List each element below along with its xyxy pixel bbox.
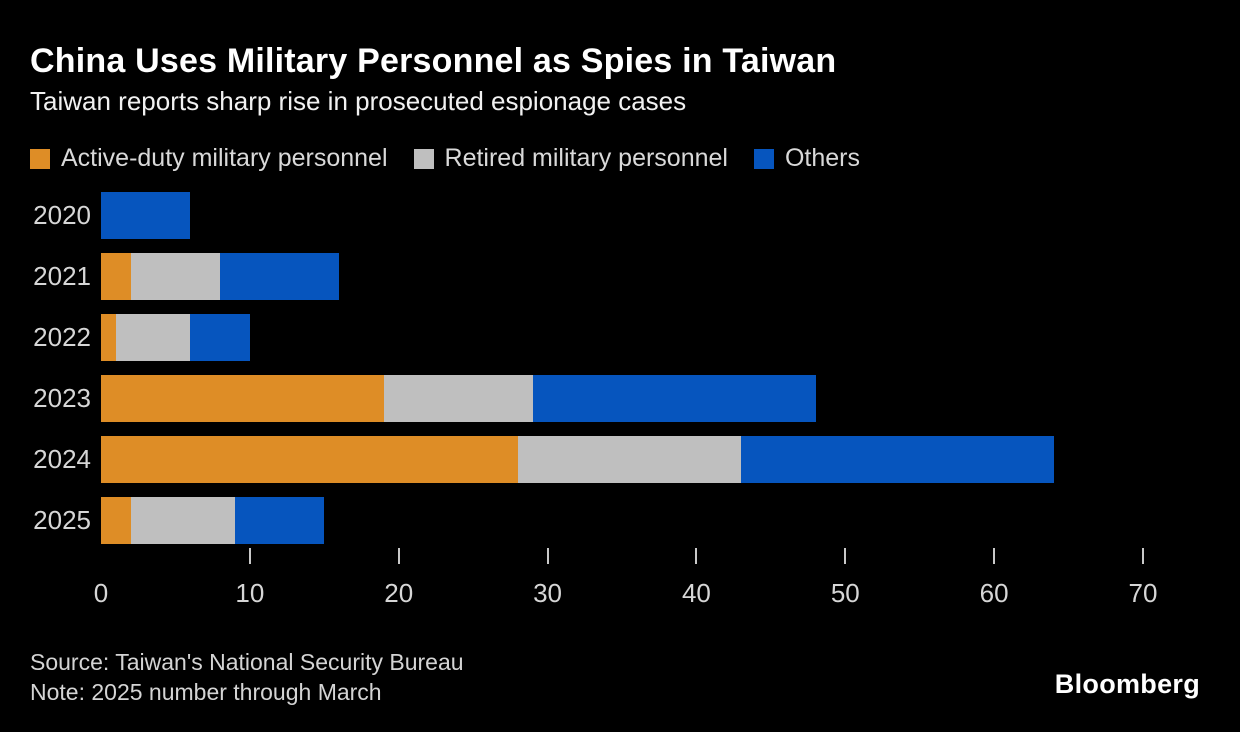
year-label: 2024 (33, 444, 91, 474)
year-label: 2023 (33, 383, 91, 413)
bar-segment (101, 375, 384, 422)
bar-segment (130, 253, 221, 300)
bar-track (101, 375, 1143, 422)
bar-track (101, 192, 1143, 239)
legend-item-1: Active-duty military personnel (30, 144, 388, 173)
bar-row-2021: 2021 (0, 253, 1143, 300)
axis-tick-mark (695, 548, 698, 564)
bar-row-2025: 2025 (0, 497, 1143, 544)
axis-tick-label: 70 (1128, 578, 1158, 608)
bar-row-2020: 2020 (0, 192, 1143, 239)
legend-item-2: Retired military personnel (413, 144, 728, 173)
bar-track (101, 253, 1143, 300)
bar-track (101, 436, 1143, 483)
bar-segment (101, 314, 116, 361)
legend-swatch-icon (753, 148, 774, 169)
legend-swatch-icon (413, 148, 434, 169)
axis-tick-label: 0 (93, 578, 109, 608)
year-label: 2022 (33, 322, 91, 352)
source-text: Source: Taiwan's National Security Burea… (30, 649, 464, 675)
axis-tick-label: 50 (830, 578, 860, 608)
bar-track (101, 314, 1143, 361)
bar-row-2024: 2024 (0, 436, 1143, 483)
axis-tick-mark (1142, 548, 1144, 564)
bar-chart: 2020 2021 2022 2023 2024 2025 (0, 192, 1143, 544)
axis-tick-label: 60 (979, 578, 1009, 608)
legend-item-3: Others (753, 144, 860, 173)
bar-segment (115, 314, 191, 361)
legend-swatch-icon (30, 148, 50, 169)
legend-label: Active-duty military personnel (61, 144, 388, 172)
bar-segment (517, 436, 742, 483)
year-label: 2021 (33, 261, 91, 291)
x-axis: 0 10 20 30 40 50 60 70 (94, 546, 1157, 616)
axis-tick-mark (248, 548, 251, 564)
axis-tick-mark (546, 548, 549, 564)
year-label: 2020 (33, 200, 91, 230)
bar-row-2023: 2023 (0, 375, 1143, 422)
bar-segment (101, 192, 191, 239)
bar-segment (532, 375, 816, 422)
bar-segment (101, 497, 131, 544)
bar-segment (190, 314, 250, 361)
bar-segment (383, 375, 533, 422)
bar-segment (101, 253, 131, 300)
axis-tick-mark (397, 548, 400, 564)
year-label: 2025 (33, 505, 91, 535)
axis-tick-mark (844, 548, 847, 564)
bar-segment (220, 253, 340, 300)
legend-label: Retired military personnel (444, 144, 728, 172)
bar-track (101, 497, 1143, 544)
axis-tick-label: 20 (384, 578, 414, 608)
note-text: Note: 2025 number through March (30, 679, 382, 705)
axis-tick-label: 40 (681, 578, 711, 608)
legend-label: Others (784, 144, 860, 172)
legend: Active-duty military personnel Retired mi… (30, 144, 860, 173)
chart-subtitle: Taiwan reports sharp rise in prosecuted … (30, 86, 687, 116)
bar-row-2022: 2022 (0, 314, 1143, 361)
bar-segment (101, 436, 518, 483)
axis-tick-label: 10 (235, 578, 265, 608)
bar-segment (234, 497, 325, 544)
bar-segment (130, 497, 235, 544)
bar-segment (741, 436, 1054, 483)
chart-title: China Uses Military Personnel as Spies i… (30, 42, 837, 80)
axis-tick-label: 30 (533, 578, 563, 608)
axis-tick-mark (993, 548, 996, 564)
bloomberg-logo: Bloomberg (1054, 669, 1200, 699)
